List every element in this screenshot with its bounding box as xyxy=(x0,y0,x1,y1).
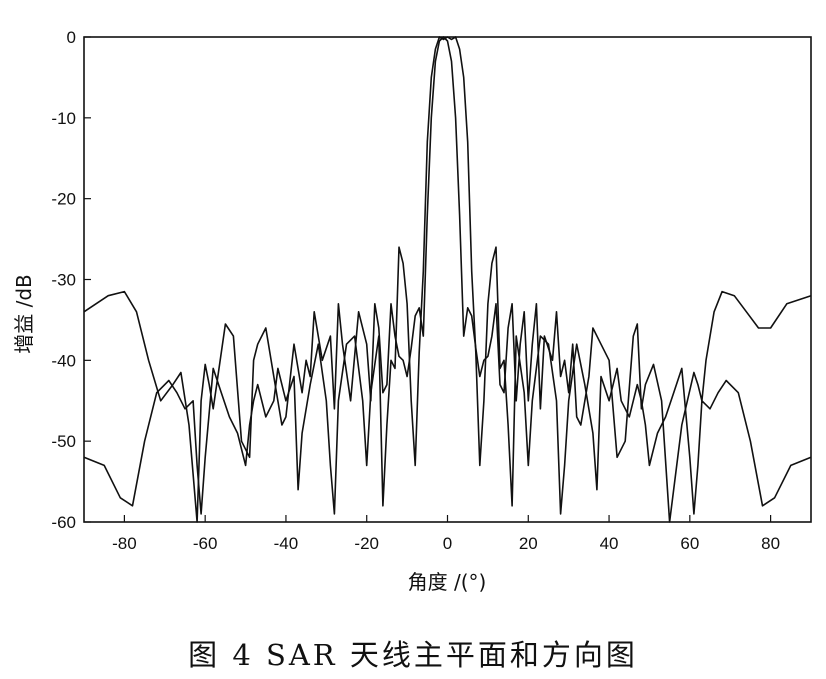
x-tick-label: 80 xyxy=(761,534,780,553)
y-tick-label: -40 xyxy=(51,351,76,370)
x-axis-ticks: -80 -60 -40 -20 0 20 40 60 80 xyxy=(112,515,780,553)
x-tick-label: 20 xyxy=(519,534,538,553)
y-axis-title: 增益 /dB xyxy=(12,274,36,354)
x-tick-label: 40 xyxy=(600,534,619,553)
x-tick-label: -40 xyxy=(274,534,299,553)
figure-caption: 图 4 SAR 天线主平面和方向图 xyxy=(188,638,638,672)
x-tick-label: -80 xyxy=(112,534,137,553)
y-tick-label: 0 xyxy=(67,28,76,47)
x-tick-label: -20 xyxy=(354,534,379,553)
chart: -80 -60 -40 -20 0 20 40 60 80 0 -10 -20 -30 -40 -50 -6… xyxy=(12,28,812,594)
x-tick-label: -60 xyxy=(193,534,218,553)
x-tick-label: 60 xyxy=(680,534,699,553)
x-axis-title: 角度 /(°) xyxy=(408,570,487,594)
series-1-line xyxy=(83,36,812,523)
y-tick-label: -50 xyxy=(51,432,76,451)
y-axis-ticks: 0 -10 -20 -30 -40 -50 -60 xyxy=(51,28,91,532)
y-tick-label: -20 xyxy=(51,190,76,209)
x-tick-label: 0 xyxy=(443,534,452,553)
y-tick-label: -10 xyxy=(51,109,76,128)
series-2-line xyxy=(83,36,812,515)
pattern-curves xyxy=(83,36,812,523)
y-tick-label: -30 xyxy=(51,271,76,290)
y-tick-label: -60 xyxy=(51,513,76,532)
